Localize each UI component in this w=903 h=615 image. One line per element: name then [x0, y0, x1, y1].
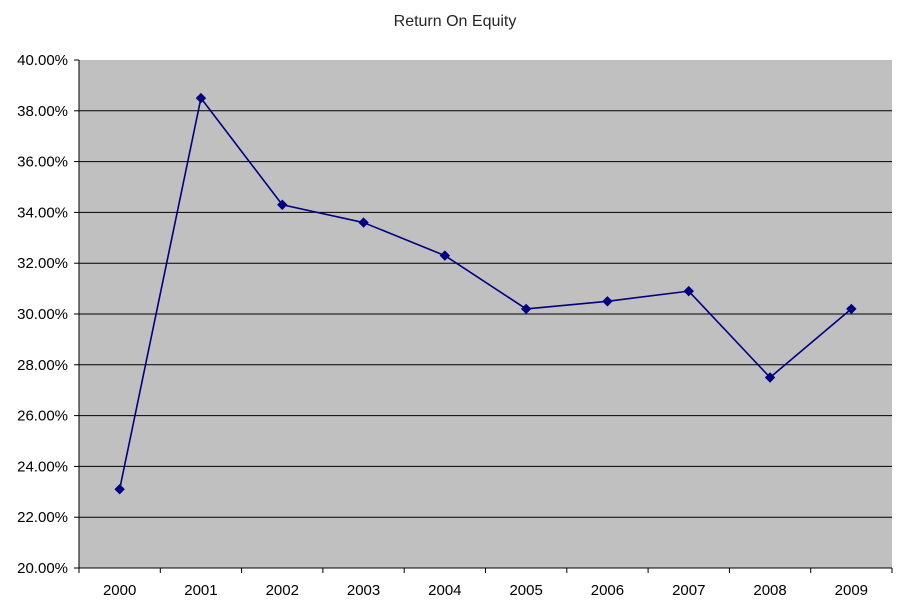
y-axis-label: 36.00% — [17, 154, 68, 171]
data-point-marker — [683, 285, 694, 297]
data-point-marker — [846, 303, 857, 315]
y-axis-label: 22.00% — [17, 509, 68, 526]
x-axis-label: 2001 — [184, 582, 217, 599]
x-axis-label: 2006 — [591, 582, 624, 599]
y-axis-label: 40.00% — [17, 52, 68, 69]
data-point-marker — [358, 217, 369, 228]
y-axis-label: 30.00% — [17, 306, 68, 323]
y-axis-label: 24.00% — [17, 458, 68, 475]
x-axis-label: 2004 — [428, 582, 461, 599]
x-axis-label: 2005 — [509, 582, 542, 599]
y-axis-label: 28.00% — [17, 357, 68, 374]
x-axis-label: 2000 — [103, 582, 136, 599]
y-axis-label: 34.00% — [17, 204, 68, 221]
data-point-marker — [520, 303, 532, 315]
x-axis-label: 2008 — [753, 582, 786, 599]
series-line — [118, 97, 852, 490]
x-axis-label: 2002 — [266, 582, 299, 599]
y-axis-label: 20.00% — [17, 560, 68, 577]
data-point-marker — [764, 372, 776, 383]
y-axis-label: 26.00% — [17, 408, 68, 425]
data-point-marker — [195, 92, 207, 104]
data-point-marker — [602, 296, 613, 307]
data-point-marker — [439, 250, 451, 261]
x-axis-label: 2003 — [347, 582, 380, 599]
y-axis-label: 32.00% — [17, 255, 68, 272]
x-axis-label: 2009 — [835, 582, 868, 599]
data-point-marker — [114, 484, 125, 495]
chart-title: Return On Equity — [393, 13, 517, 30]
x-axis-label: 2007 — [672, 582, 705, 599]
y-axis-label: 38.00% — [17, 103, 68, 120]
data-point-marker — [277, 199, 288, 210]
